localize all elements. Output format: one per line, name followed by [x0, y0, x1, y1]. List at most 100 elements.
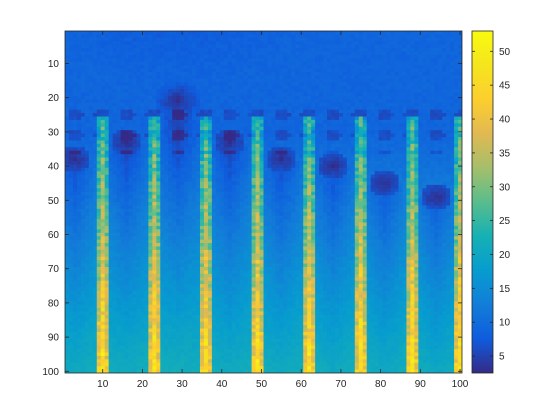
heatmap-cell — [303, 116, 308, 121]
heatmap-cell — [275, 126, 280, 131]
heatmap-cell — [414, 178, 419, 182]
heatmap-cell — [231, 154, 237, 159]
heatmap-cell — [311, 126, 316, 131]
heatmap-cell — [362, 123, 368, 128]
heatmap-cell — [100, 126, 106, 131]
heatmap-cell — [196, 44, 201, 49]
heatmap-cell — [124, 58, 130, 63]
heatmap-cell — [354, 123, 360, 128]
heatmap-cell — [180, 65, 185, 70]
heatmap-cell — [366, 95, 372, 100]
heatmap-cell — [434, 65, 439, 70]
heatmap-cell — [354, 58, 360, 63]
heatmap-cell — [263, 123, 268, 128]
heatmap-cell — [362, 133, 368, 138]
heatmap-cell — [406, 167, 411, 172]
heatmap-cell — [402, 92, 407, 97]
heatmap-cell — [291, 113, 296, 117]
heatmap-cell — [235, 154, 241, 159]
heatmap-cell — [398, 99, 403, 104]
heatmap-cell — [362, 174, 368, 179]
heatmap-cell — [458, 85, 462, 90]
heatmap-cell — [96, 102, 102, 107]
heatmap-cell — [227, 72, 233, 76]
heatmap-cell — [354, 178, 360, 182]
heatmap-cell — [450, 61, 455, 66]
heatmap-cell — [128, 68, 133, 73]
heatmap-cell — [223, 61, 229, 66]
heatmap-cell — [454, 130, 459, 135]
heatmap-cell — [65, 137, 70, 141]
heatmap-cell — [104, 126, 110, 131]
heatmap-cell — [192, 167, 197, 172]
heatmap-cell — [211, 68, 217, 73]
heatmap-cell — [434, 61, 439, 66]
heatmap-cell — [140, 147, 145, 152]
heatmap-cell — [327, 54, 332, 59]
heatmap-cell — [342, 48, 348, 53]
heatmap-cell — [239, 184, 245, 189]
heatmap-cell — [176, 130, 181, 135]
heatmap-cell — [315, 51, 320, 56]
heatmap-cell — [398, 61, 403, 66]
heatmap-cell — [295, 89, 300, 94]
heatmap-cell — [283, 178, 288, 182]
heatmap-cell — [422, 181, 427, 186]
heatmap-cell — [144, 178, 149, 182]
heatmap-cell — [386, 174, 392, 179]
heatmap-cell — [120, 154, 126, 159]
heatmap-cell — [394, 48, 399, 53]
heatmap-cell — [374, 160, 380, 165]
heatmap-cell — [330, 102, 336, 107]
heatmap-cell — [152, 160, 157, 165]
heatmap-cell — [76, 106, 82, 111]
heatmap-cell — [398, 78, 403, 83]
heatmap-cell — [76, 89, 82, 94]
heatmap-cell — [199, 191, 205, 196]
heatmap-cell — [104, 85, 110, 90]
heatmap-cell — [334, 51, 340, 56]
heatmap-cell — [418, 113, 423, 117]
heatmap-cell — [156, 34, 161, 39]
heatmap-cell — [128, 85, 133, 90]
heatmap-cell — [176, 37, 181, 42]
heatmap-cell — [263, 137, 268, 141]
heatmap-cell — [315, 75, 320, 80]
heatmap-cell — [283, 195, 288, 200]
heatmap-cell — [207, 102, 213, 107]
heatmap-cell — [414, 184, 419, 189]
heatmap-cell — [140, 78, 145, 83]
heatmap-cell — [454, 157, 459, 162]
heatmap-cell — [362, 178, 368, 182]
heatmap-cell — [295, 184, 300, 189]
heatmap-cell — [168, 167, 173, 172]
heatmap-cell — [418, 75, 423, 80]
heatmap-cell — [299, 102, 304, 107]
heatmap-cell — [112, 34, 118, 39]
heatmap-cell — [366, 188, 372, 193]
heatmap-cell — [112, 174, 118, 179]
heatmap-cell — [438, 34, 443, 39]
heatmap-cell — [104, 147, 110, 152]
heatmap-cell — [168, 78, 173, 83]
heatmap-cell — [104, 99, 110, 104]
heatmap-cell — [80, 106, 86, 111]
heatmap-cell — [303, 37, 308, 42]
heatmap-cell — [446, 123, 451, 128]
heatmap-cell — [68, 195, 74, 200]
heatmap-cell — [327, 37, 332, 42]
heatmap-cell — [354, 92, 360, 97]
heatmap-cell — [450, 106, 455, 111]
heatmap-cell — [219, 119, 225, 124]
heatmap-cell — [65, 150, 70, 155]
heatmap-cell — [458, 116, 462, 121]
heatmap-cell — [108, 65, 114, 70]
heatmap-cell — [235, 181, 241, 186]
heatmap-cell — [374, 130, 380, 135]
heatmap-cell — [219, 143, 225, 148]
heatmap-cell — [394, 150, 399, 155]
heatmap-cell — [207, 41, 213, 46]
heatmap-cell — [374, 109, 380, 114]
heatmap-cell — [315, 174, 320, 179]
heatmap-cell — [251, 34, 257, 39]
